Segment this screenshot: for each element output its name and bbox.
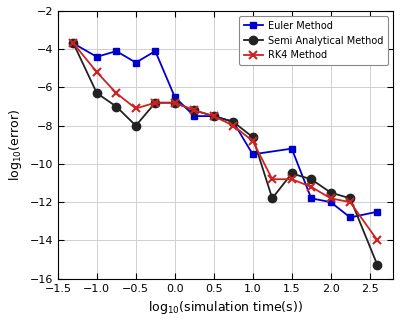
- Euler Method: [172, 95, 177, 99]
- Line: Euler Method: Euler Method: [70, 40, 381, 221]
- Line: RK4 Method: RK4 Method: [69, 39, 382, 245]
- RK4 Method: [192, 109, 197, 112]
- Semi Analytical Method: [250, 135, 255, 139]
- Semi Analytical Method: [211, 114, 216, 118]
- RK4 Method: [114, 91, 119, 95]
- RK4 Method: [348, 200, 352, 204]
- RK4 Method: [270, 177, 275, 181]
- RK4 Method: [153, 101, 158, 105]
- Semi Analytical Method: [270, 196, 275, 200]
- Semi Analytical Method: [348, 196, 352, 200]
- Euler Method: [309, 196, 314, 200]
- Euler Method: [153, 49, 158, 53]
- RK4 Method: [172, 101, 177, 105]
- Euler Method: [348, 215, 352, 219]
- Semi Analytical Method: [172, 101, 177, 105]
- RK4 Method: [328, 196, 333, 200]
- Semi Analytical Method: [192, 109, 197, 112]
- Semi Analytical Method: [309, 177, 314, 181]
- Y-axis label: log$_{10}$(error): log$_{10}$(error): [7, 109, 24, 181]
- Semi Analytical Method: [231, 120, 236, 124]
- RK4 Method: [375, 238, 380, 242]
- RK4 Method: [211, 114, 216, 118]
- X-axis label: log$_{10}$(simulation time(s)): log$_{10}$(simulation time(s)): [148, 299, 303, 316]
- Semi Analytical Method: [328, 191, 333, 194]
- Legend: Euler Method, Semi Analytical Method, RK4 Method: Euler Method, Semi Analytical Method, RK…: [239, 16, 388, 65]
- Semi Analytical Method: [375, 263, 380, 267]
- RK4 Method: [94, 70, 99, 74]
- RK4 Method: [231, 124, 236, 128]
- Line: Semi Analytical Method: Semi Analytical Method: [69, 39, 382, 269]
- Euler Method: [375, 210, 380, 214]
- Semi Analytical Method: [94, 91, 99, 95]
- Euler Method: [134, 61, 138, 65]
- RK4 Method: [250, 139, 255, 143]
- Euler Method: [328, 200, 333, 204]
- Euler Method: [211, 114, 216, 118]
- RK4 Method: [309, 185, 314, 189]
- RK4 Method: [71, 42, 76, 46]
- Euler Method: [192, 114, 197, 118]
- Semi Analytical Method: [134, 124, 138, 128]
- Euler Method: [231, 120, 236, 124]
- Euler Method: [250, 152, 255, 156]
- Euler Method: [289, 147, 294, 151]
- RK4 Method: [289, 177, 294, 181]
- RK4 Method: [134, 107, 138, 110]
- Euler Method: [71, 42, 76, 46]
- Semi Analytical Method: [289, 172, 294, 175]
- Semi Analytical Method: [114, 105, 119, 109]
- Semi Analytical Method: [71, 42, 76, 46]
- Euler Method: [114, 49, 119, 53]
- Semi Analytical Method: [153, 101, 158, 105]
- Euler Method: [94, 55, 99, 59]
